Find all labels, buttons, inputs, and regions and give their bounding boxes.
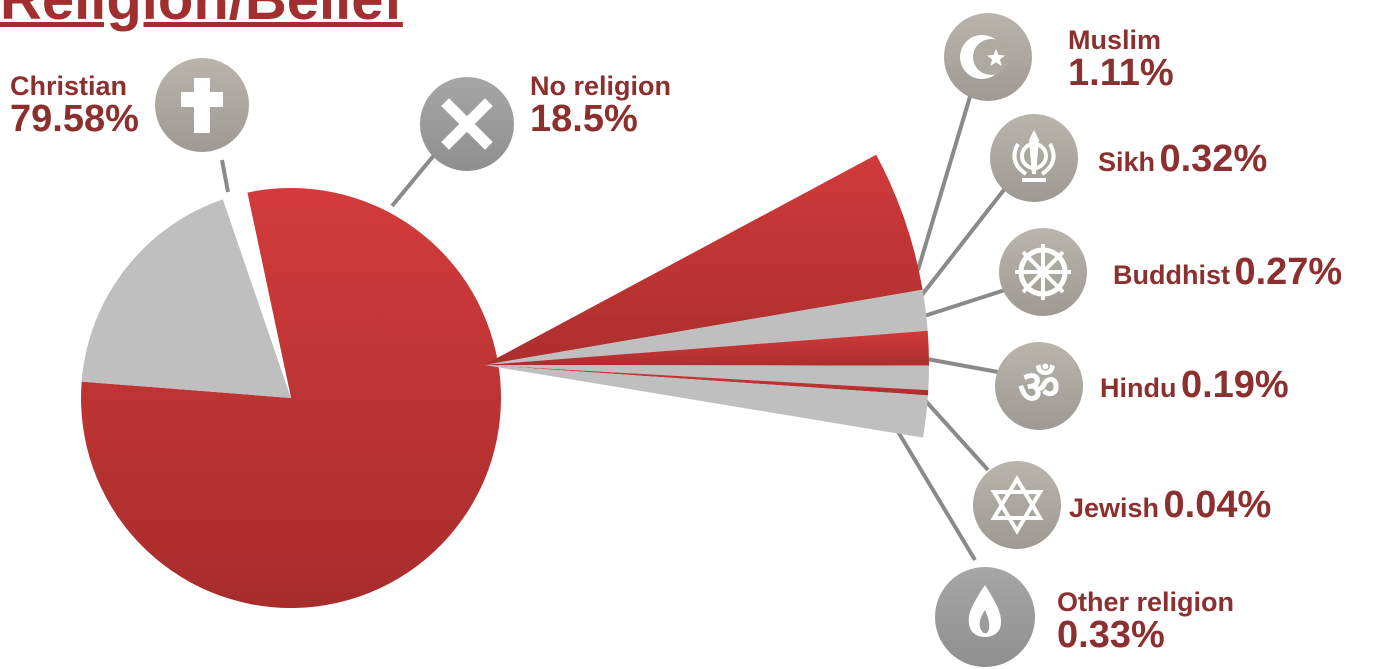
christian-value: 79.58% — [10, 98, 139, 141]
jewish-value: 0.04% — [1163, 484, 1272, 526]
no-religion-name: No religion — [530, 71, 671, 101]
fan-slice-buddhist — [484, 330, 929, 366]
pie-slice-other-faiths — [222, 192, 291, 398]
christian-label: Christian 79.58% — [10, 72, 139, 140]
buddhist-label: Buddhist 0.27% — [1113, 251, 1343, 293]
sikh-connector — [916, 180, 1012, 302]
no-religion-connector — [390, 146, 442, 208]
other-religion-connector — [892, 423, 977, 562]
khanda-icon — [990, 114, 1078, 202]
fan-slice-hindu — [484, 365, 929, 391]
om-icon: ॐ — [995, 342, 1083, 430]
no-religion-label: No religion 18.5% — [530, 72, 671, 140]
pie-slice-no-religion — [81, 199, 291, 398]
svg-text:ॐ: ॐ — [1018, 360, 1060, 414]
sikh-value: 0.32% — [1159, 138, 1268, 180]
other-religion-value: 0.33% — [1057, 614, 1165, 657]
crescent-star-icon — [944, 13, 1032, 101]
chart-title: Religion/Belief — [0, 0, 403, 33]
breakout-fan — [484, 154, 929, 438]
buddhist-value: 0.27% — [1234, 251, 1343, 293]
hindu-connector — [915, 355, 999, 374]
no-religion-value: 18.5% — [530, 98, 638, 141]
jewish-label: Jewish 0.04% — [1069, 484, 1272, 526]
other-religion-name: Other religion — [1057, 587, 1235, 617]
sikh-label: Sikh 0.32% — [1098, 138, 1268, 180]
muslim-connector — [916, 79, 977, 271]
other-religion-label: Other religion 0.33% — [1057, 588, 1234, 656]
dharma-wheel-icon — [999, 228, 1087, 316]
fan-slice-muslim — [484, 154, 923, 365]
christian-name: Christian — [10, 71, 128, 101]
pie-slice-christian — [81, 188, 501, 609]
fan-slice-other-religion — [484, 365, 928, 438]
buddhist-name: Buddhist — [1113, 260, 1230, 290]
christian-connector — [220, 159, 230, 193]
sikh-name: Sikh — [1098, 147, 1156, 177]
muslim-label: Muslim 1.11% — [1068, 26, 1174, 94]
x-icon — [420, 77, 514, 171]
hindu-name: Hindu — [1100, 373, 1177, 403]
hindu-value: 0.19% — [1180, 364, 1289, 406]
muslim-value: 1.11% — [1068, 52, 1174, 95]
cross-icon — [155, 58, 249, 152]
fan-slice-jewish — [484, 365, 929, 396]
buddhist-connector — [917, 288, 1006, 320]
main-pie — [81, 188, 501, 609]
hindu-label: Hindu 0.19% — [1100, 364, 1289, 406]
flame-icon — [935, 567, 1035, 667]
muslim-name: Muslim — [1068, 25, 1162, 55]
jewish-name: Jewish — [1069, 493, 1160, 523]
star-of-david-icon — [973, 461, 1061, 549]
fan-slice-sikh — [484, 289, 928, 365]
